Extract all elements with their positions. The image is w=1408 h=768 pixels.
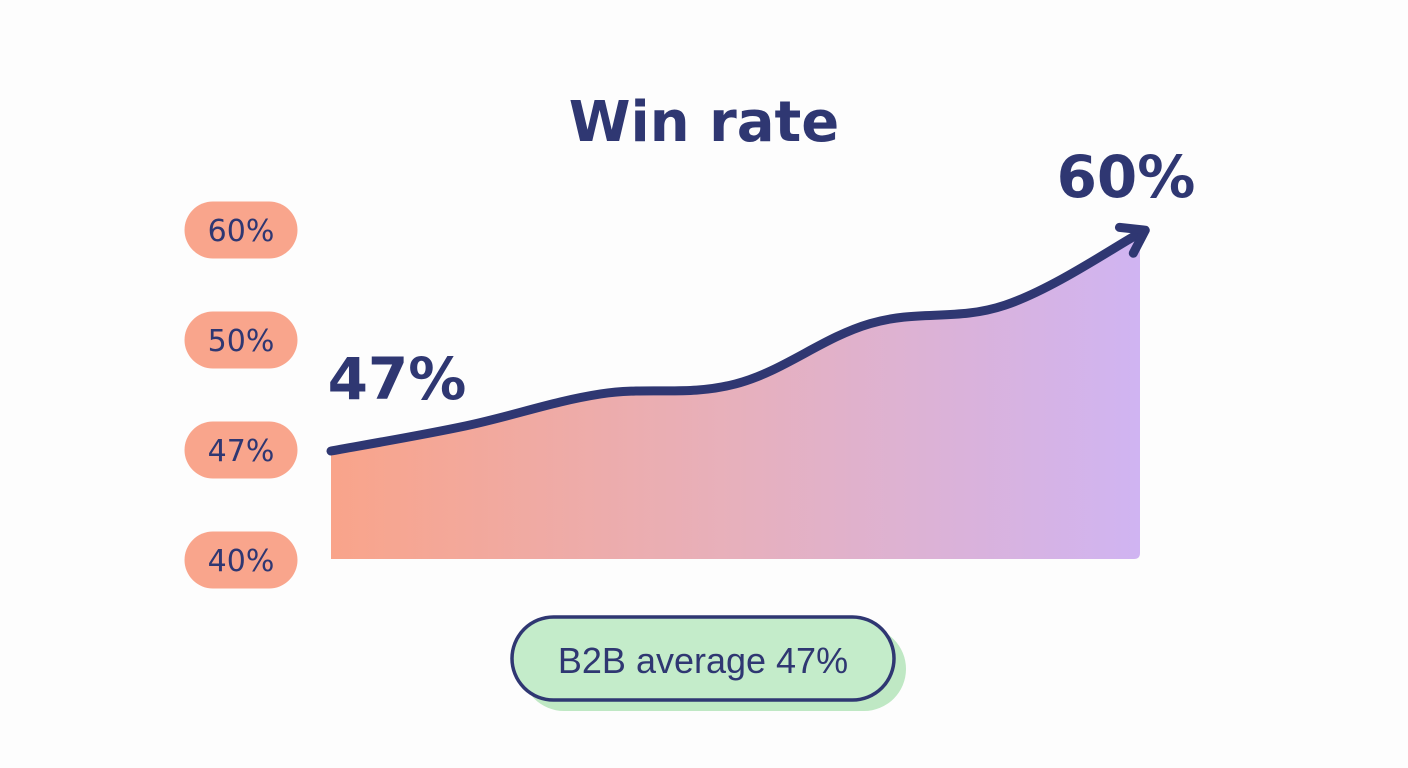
y-tick-label: 60% bbox=[208, 214, 275, 249]
y-tick-pill bbox=[184, 421, 298, 479]
y-tick-label: 47% bbox=[208, 434, 275, 469]
chart-title: Win rate bbox=[569, 90, 839, 155]
y-tick-pill bbox=[184, 531, 298, 589]
end-value-label: 60% bbox=[1057, 143, 1196, 211]
y-tick: 60% bbox=[184, 201, 298, 259]
arrow-head-icon bbox=[1114, 222, 1150, 258]
y-tick-label: 50% bbox=[208, 324, 275, 359]
y-tick-label: 40% bbox=[208, 544, 275, 579]
badge-body bbox=[510, 615, 896, 702]
y-tick-pill bbox=[184, 201, 298, 259]
y-tick: 47% bbox=[184, 421, 298, 479]
start-value-label: 47% bbox=[328, 345, 467, 413]
series-line bbox=[326, 228, 1145, 456]
y-axis-ticks: 60% 50% 47% 40% bbox=[184, 201, 298, 589]
y-tick-pill bbox=[184, 311, 298, 369]
y-tick: 50% bbox=[184, 311, 298, 369]
badge-label: B2B average 47% bbox=[558, 640, 848, 681]
b2b-average-badge: B2B average 47% bbox=[510, 615, 906, 711]
y-tick: 40% bbox=[184, 531, 298, 589]
area-fill bbox=[331, 233, 1140, 559]
